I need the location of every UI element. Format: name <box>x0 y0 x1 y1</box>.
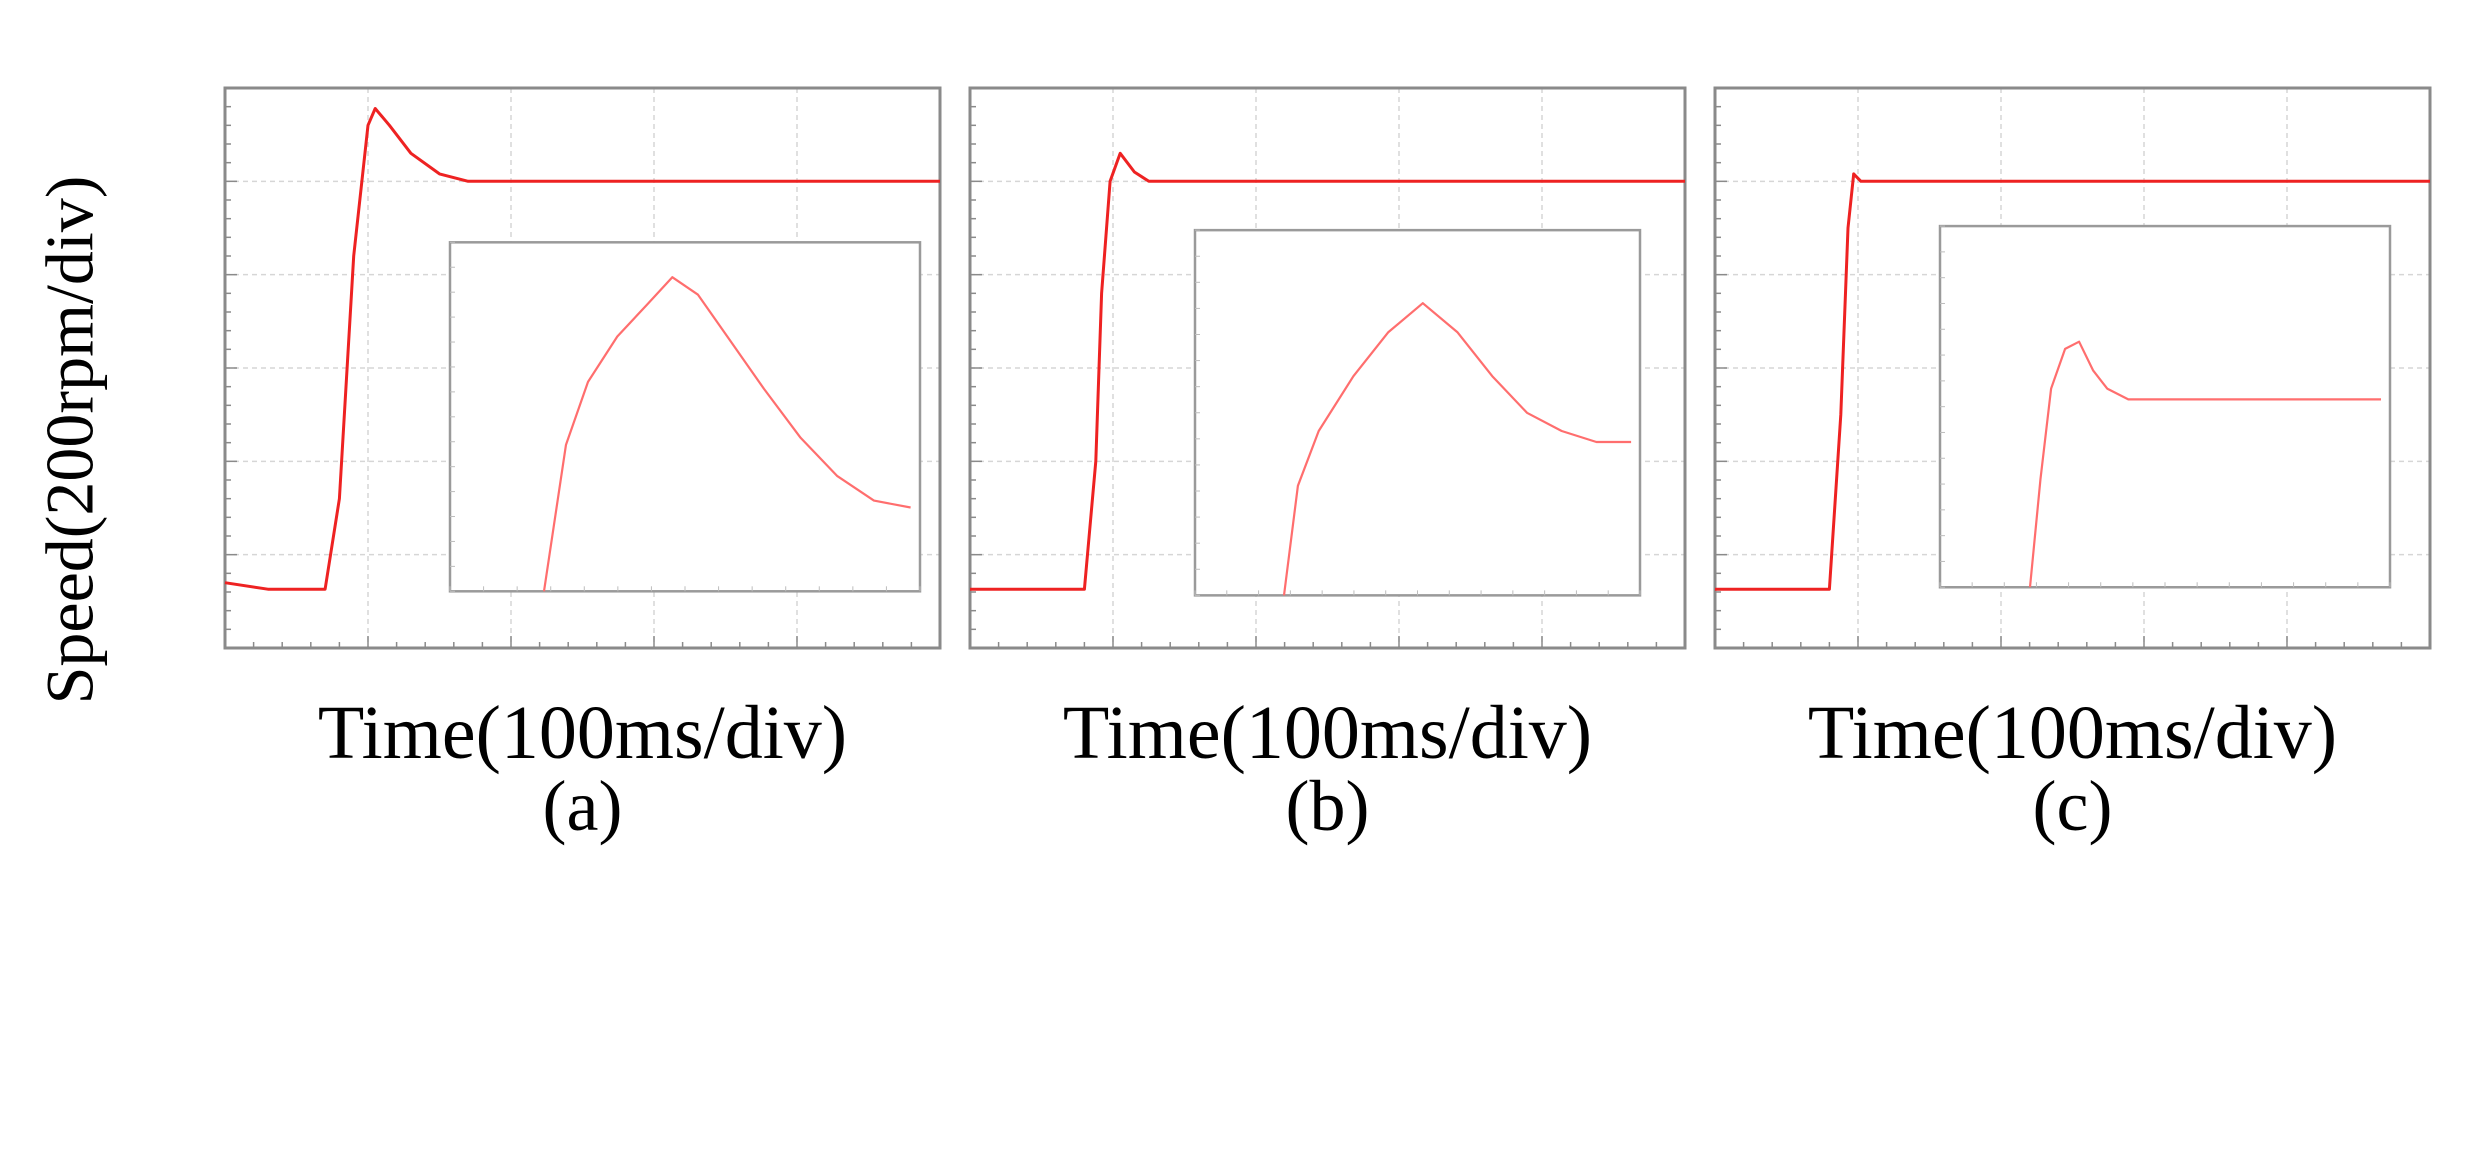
panel-c: Time(100ms/div) (c) <box>1705 80 2440 842</box>
plot-b <box>968 86 1687 650</box>
x-axis-label: Time(100ms/div) <box>1062 691 1593 775</box>
panel-b: Time(100ms/div) (b) <box>960 80 1695 842</box>
plot-frame <box>223 86 942 650</box>
inset-trace <box>1282 302 1632 596</box>
plot-frame <box>968 86 1687 650</box>
speed-trace <box>224 107 940 591</box>
x-axis-label: Time(100ms/div) <box>317 691 848 775</box>
plot-a <box>223 86 942 650</box>
inset <box>1193 228 1642 597</box>
speed-trace <box>970 151 1685 591</box>
plot-frame <box>1713 86 2432 650</box>
inset <box>1938 224 2392 589</box>
speed-trace <box>1715 172 2430 591</box>
inset-frame <box>448 241 922 593</box>
inset-trace <box>2028 340 2381 588</box>
inset-frame <box>1938 224 2392 589</box>
panel-a: Time(100ms/div) (a) <box>215 80 950 842</box>
panel-label: (c) <box>2032 766 2113 846</box>
panel-label: (a) <box>542 766 623 846</box>
x-axis-label: Time(100ms/div) <box>1807 691 2338 775</box>
y-axis-label-text: Speed(200rpm/div) <box>31 175 108 705</box>
inset <box>448 241 922 593</box>
plot-c <box>1713 86 2432 650</box>
panel-label: (b) <box>1285 766 1370 846</box>
inset-frame <box>1193 228 1642 597</box>
inset-trace <box>542 276 911 592</box>
